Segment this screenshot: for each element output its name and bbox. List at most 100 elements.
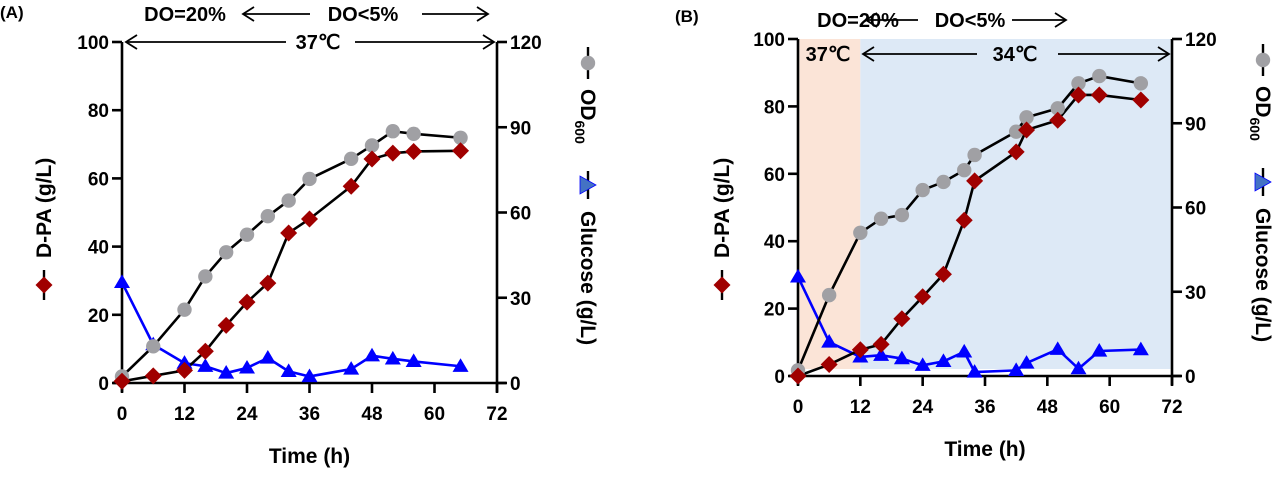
y-axis-right-title-od: OD600 bbox=[572, 89, 599, 144]
data-point-glucose bbox=[1008, 362, 1025, 376]
data-point-d-pa bbox=[259, 274, 277, 292]
od-label: OD bbox=[1251, 86, 1274, 118]
arrow-temp-right-head-right bbox=[1157, 46, 1171, 62]
y-left-tick-label: 100 bbox=[77, 33, 109, 54]
panel-a: (A)0 12 24 36 48 60 720204060801000306090120Ti… bbox=[0, 3, 599, 468]
series-line-d-pa bbox=[121, 149, 461, 383]
y-axis-left-title: D-PA (g/L) bbox=[33, 158, 56, 258]
data-point-od600 bbox=[1019, 110, 1034, 125]
data-point-d-pa bbox=[238, 293, 256, 311]
data-point-glucose bbox=[893, 350, 910, 365]
panel-label: (A) bbox=[0, 3, 24, 22]
data-point-d-pa bbox=[452, 142, 470, 160]
data-point-glucose bbox=[935, 353, 952, 367]
data-point-od600 bbox=[1008, 124, 1024, 139]
data-point-glucose bbox=[259, 349, 276, 364]
data-point-od600 bbox=[1071, 76, 1086, 91]
y-right-tick-label: 90 bbox=[510, 118, 531, 139]
x-tick-label: 72 bbox=[1161, 397, 1182, 418]
od-subscript: 600 bbox=[572, 121, 588, 145]
data-point-od600 bbox=[406, 126, 421, 141]
legend-marker-od-icon bbox=[580, 55, 596, 71]
x-tick-label: 0 bbox=[117, 404, 128, 425]
data-point-od600 bbox=[364, 138, 380, 153]
legend-marker-od-icon bbox=[1255, 52, 1271, 68]
arrow-temp-right-head-right bbox=[482, 34, 496, 50]
y-left-tick-label: 20 bbox=[764, 300, 785, 321]
y-axis-left-title-group: D-PA (g/L) bbox=[711, 158, 734, 300]
legend-marker-dpa-icon bbox=[35, 276, 53, 294]
x-tick-label: 36 bbox=[974, 397, 995, 418]
data-point-d-pa bbox=[789, 367, 807, 385]
data-point-od600 bbox=[1133, 76, 1149, 91]
data-point-glucose bbox=[280, 363, 297, 377]
y-right-tick-label: 120 bbox=[1185, 30, 1217, 51]
y-right-tick-label: 30 bbox=[1185, 283, 1206, 304]
y-right-tick-label: 90 bbox=[1185, 114, 1206, 135]
data-point-glucose bbox=[239, 359, 255, 374]
y-right-tick-label: 60 bbox=[1185, 199, 1206, 220]
legend-marker-glucose-icon bbox=[579, 175, 597, 195]
data-point-d-pa bbox=[301, 210, 318, 228]
data-point-d-pa bbox=[966, 172, 984, 190]
data-point-d-pa bbox=[405, 142, 423, 160]
od-subscript: 600 bbox=[1247, 118, 1263, 142]
shading-band bbox=[799, 39, 861, 369]
y-axis-right-title-od: OD600 bbox=[1247, 86, 1274, 141]
data-point-od600 bbox=[198, 269, 213, 284]
data-point-glucose bbox=[790, 268, 806, 283]
annotation-temp-37: 37℃ bbox=[806, 44, 851, 66]
data-point-d-pa bbox=[1018, 121, 1036, 139]
x-tick-label: 24 bbox=[236, 404, 258, 425]
x-axis-title: Time (h) bbox=[944, 438, 1025, 461]
data-point-od600 bbox=[936, 174, 951, 190]
data-point-d-pa bbox=[1090, 86, 1108, 104]
x-tick-label: 60 bbox=[424, 404, 445, 425]
x-axis-title: Time (h) bbox=[269, 445, 350, 468]
data-point-od600 bbox=[343, 151, 359, 166]
data-point-d-pa bbox=[955, 211, 973, 229]
data-point-glucose bbox=[873, 347, 890, 361]
y-axis-right-title-group: OD600 Glucose (g/L) bbox=[1247, 44, 1274, 342]
y-left-tick-label: 40 bbox=[88, 238, 109, 259]
data-point-od600 bbox=[853, 225, 868, 240]
data-point-d-pa bbox=[934, 265, 952, 283]
data-point-d-pa bbox=[893, 310, 911, 328]
x-tick-label: 72 bbox=[486, 404, 507, 425]
panel-b: (B)0 12 24 36 48 60 720204060801000306090120Ti… bbox=[675, 7, 1274, 461]
data-point-glucose bbox=[956, 343, 973, 358]
data-point-glucose bbox=[821, 334, 838, 348]
y-left-tick-label: 60 bbox=[88, 169, 109, 190]
data-point-d-pa bbox=[1132, 91, 1150, 109]
y-axis-left-title: D-PA (g/L) bbox=[711, 158, 734, 258]
y-right-tick-label: 0 bbox=[510, 374, 521, 395]
data-point-od600 bbox=[453, 130, 468, 145]
x-tick-label: 12 bbox=[850, 397, 871, 418]
data-point-od600 bbox=[177, 302, 192, 317]
data-point-glucose bbox=[405, 353, 422, 368]
legend-marker-dpa-icon bbox=[713, 276, 731, 294]
data-point-od600 bbox=[239, 227, 255, 242]
data-point-d-pa bbox=[342, 177, 360, 195]
data-point-d-pa bbox=[384, 144, 402, 162]
y-axis-right-title-group: OD600 Glucose (g/L) bbox=[572, 47, 599, 345]
data-point-od600 bbox=[915, 182, 930, 198]
data-point-glucose bbox=[218, 365, 235, 379]
legend-marker-glucose-icon bbox=[1254, 172, 1272, 192]
y-left-tick-label: 0 bbox=[98, 374, 109, 395]
data-point-glucose bbox=[1070, 360, 1087, 375]
y-left-tick-label: 80 bbox=[88, 101, 109, 122]
data-point-od600 bbox=[1050, 101, 1065, 116]
data-point-od600 bbox=[385, 124, 401, 139]
data-point-od600 bbox=[302, 171, 317, 187]
series-line-od600 bbox=[121, 129, 461, 378]
data-point-glucose bbox=[452, 358, 469, 372]
arrow-do5-right-head-right bbox=[1054, 12, 1068, 28]
arrow-temp-left-head-left bbox=[124, 34, 138, 50]
data-point-d-pa bbox=[914, 288, 932, 306]
y-left-tick-label: 40 bbox=[764, 232, 785, 253]
x-tick-label: 48 bbox=[361, 404, 382, 425]
data-point-glucose bbox=[1132, 341, 1149, 356]
data-point-glucose bbox=[384, 350, 401, 365]
